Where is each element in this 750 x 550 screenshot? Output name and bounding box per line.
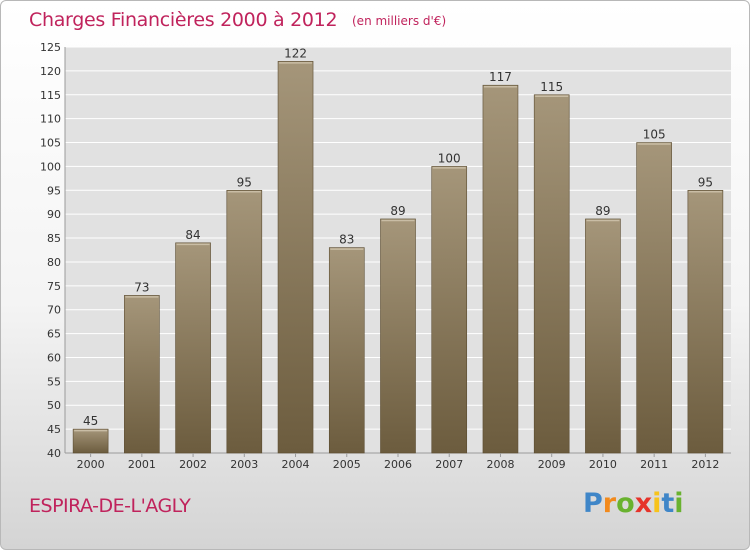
logo-letter: P [583,488,603,519]
data-label: 84 [185,228,200,242]
chart-subtitle: (en milliers d'€) [352,14,447,28]
y-tick-label: 115 [40,89,61,102]
logo-letter: r [602,488,617,519]
bar [328,247,365,454]
x-tick-label: 2002 [179,458,207,471]
data-label: 89 [595,204,610,218]
x-tick-label: 2012 [691,458,719,471]
data-label: 122 [284,46,307,60]
bar [431,166,468,454]
y-tick-label: 110 [40,113,61,126]
logo-letter: x [634,488,653,519]
bar [124,295,160,454]
data-label: 73 [134,280,149,294]
y-tick-label: 80 [47,256,61,269]
data-label: 83 [339,233,354,247]
bar [72,428,109,454]
y-tick-label: 50 [47,399,61,412]
data-label: 117 [489,70,512,84]
y-tick-label: 65 [47,328,61,341]
y-tick-label: 60 [47,351,61,364]
x-tick-label: 2004 [282,458,310,471]
bar [533,94,570,454]
data-label: 100 [438,151,461,165]
x-tick-label: 2006 [384,458,412,471]
y-tick-label: 95 [47,184,61,197]
x-tick-label: 2000 [77,458,105,471]
logo-letter: t [661,488,675,519]
y-tick-label: 55 [47,375,61,388]
data-label: 45 [83,414,98,428]
y-tick-label: 100 [40,160,61,173]
x-tick-label: 2001 [128,458,156,471]
y-tick-label: 125 [40,41,61,54]
data-label: 95 [237,175,252,189]
data-label: 115 [540,80,563,94]
x-tick-label: 2003 [230,458,258,471]
data-label: 105 [643,128,666,142]
y-tick-label: 40 [47,447,61,460]
x-tick-label: 2007 [435,458,463,471]
bar [482,84,519,454]
x-tick-label: 2005 [333,458,361,471]
logo-letter: i [652,488,662,519]
bar [277,61,314,454]
proxiti-logo: Proxiti [583,488,684,519]
y-tick-label: 45 [47,423,61,436]
y-tick-label: 85 [47,232,61,245]
data-label: 89 [390,204,405,218]
y-tick-label: 90 [47,208,61,221]
data-label: 95 [698,175,713,189]
x-tick-label: 2010 [589,458,617,471]
x-tick-label: 2011 [640,458,668,471]
bar [175,242,211,454]
bar [226,189,263,454]
logo-letter: i [674,488,684,519]
bar [585,218,621,454]
x-tick-label: 2009 [538,458,566,471]
bar [687,189,724,454]
commune-name: ESPIRA-DE-L'AGLY [29,495,191,517]
y-tick-label: 70 [47,304,61,317]
logo-letter: o [616,488,635,519]
y-tick-label: 120 [40,65,61,78]
y-tick-label: 105 [40,137,61,150]
bar [380,218,416,454]
y-tick-label: 75 [47,280,61,293]
x-tick-label: 2008 [486,458,514,471]
bar [636,142,672,454]
chart-title: Charges Financières 2000 à 2012 [29,9,338,31]
